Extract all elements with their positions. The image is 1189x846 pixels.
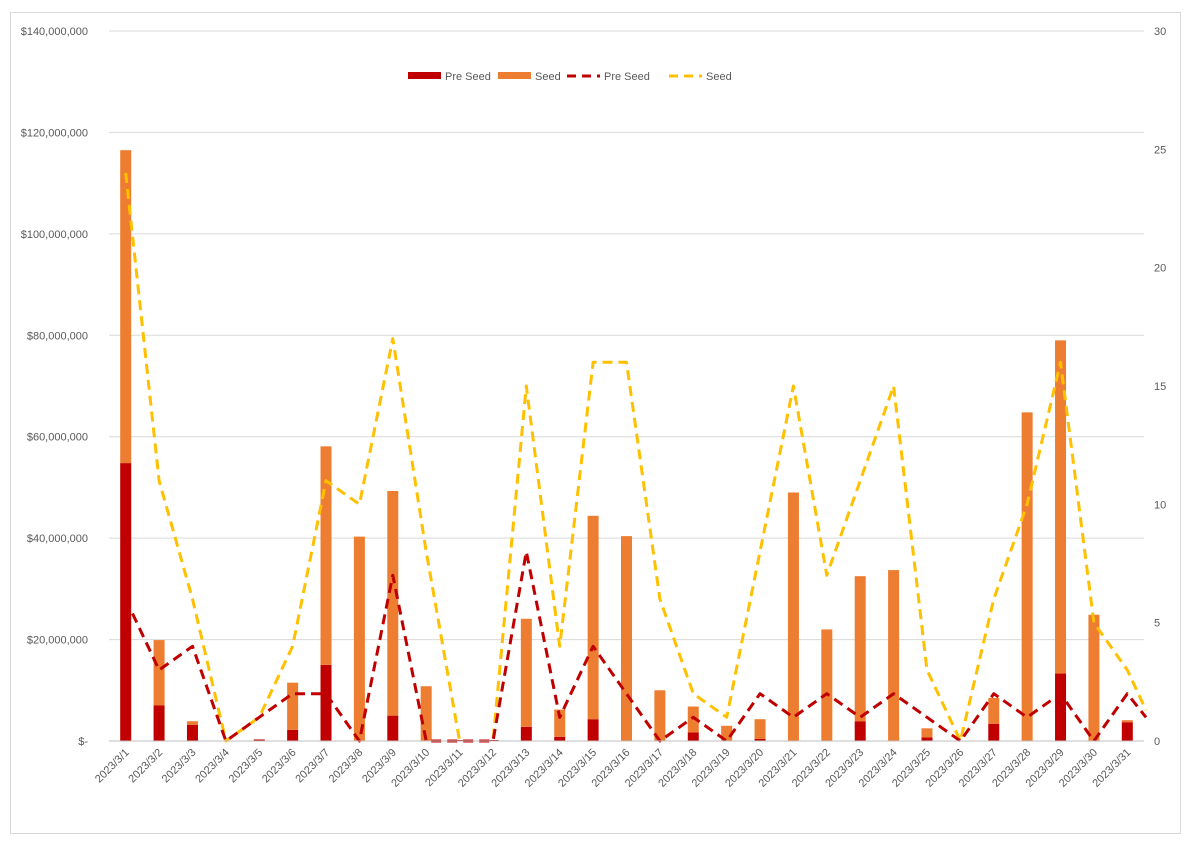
bar-pre-seed: [988, 723, 1000, 741]
legend-label: Pre Seed: [604, 71, 650, 83]
x-tick-label: 2023/3/5: [227, 747, 266, 786]
bar-pre-seed: [287, 729, 299, 741]
bar-pre-seed: [687, 732, 699, 741]
bar-seed: [520, 618, 532, 727]
right-tick-label: 0: [1154, 736, 1160, 748]
bar-seed: [353, 536, 365, 741]
line-pre-seed: [124, 550, 1148, 743]
bar-seed: [287, 682, 299, 730]
bar-pre-seed: [854, 721, 866, 741]
left-tick-label: $60,000,000: [27, 432, 88, 444]
bar-seed: [554, 709, 566, 737]
legend: Pre Seed Seed Pre Seed Seed: [408, 71, 732, 83]
x-tick-label: 2023/3/4: [193, 747, 232, 786]
right-tick-label: 15: [1154, 381, 1166, 393]
legend-label: Pre Seed: [445, 71, 491, 83]
bar-pre-seed: [554, 736, 566, 741]
line-seed: [124, 172, 1148, 743]
bar-pre-seed: [1055, 673, 1067, 741]
bar-seed: [1121, 720, 1133, 723]
bars: [120, 150, 1133, 741]
x-tick-label: 2023/3/8: [327, 747, 366, 786]
x-axis: 2023/3/12023/3/22023/3/32023/3/42023/3/5…: [93, 740, 1144, 790]
lines: [124, 172, 1148, 743]
left-tick-label: $120,000,000: [21, 127, 88, 139]
bar-seed: [687, 706, 699, 733]
bar-seed: [854, 576, 866, 722]
right-tick-label: 5: [1154, 618, 1160, 630]
left-tick-label: $100,000,000: [21, 229, 88, 241]
chart-frame: $- $20,000,000 $40,000,000 $60,000,000 $80,0…: [10, 12, 1181, 834]
left-tick-label: $40,000,000: [27, 533, 88, 545]
bar-pre-seed: [387, 715, 399, 741]
bar-seed: [387, 490, 399, 716]
combo-chart: $- $20,000,000 $40,000,000 $60,000,000 $80,0…: [21, 26, 1167, 790]
x-tick-label: 2023/3/7: [293, 747, 332, 786]
bar-seed: [1021, 412, 1033, 741]
legend-label: Seed: [706, 71, 732, 83]
bar-seed: [754, 719, 766, 739]
bar-seed: [621, 536, 632, 741]
bar-seed: [120, 150, 132, 464]
bar-pre-seed: [587, 719, 599, 741]
bar-seed: [988, 697, 1000, 724]
x-tick-label: 2023/3/2: [126, 747, 165, 786]
bar-seed: [888, 570, 900, 741]
left-tick-label: $80,000,000: [27, 330, 88, 342]
x-tick-label: 2023/3/6: [260, 747, 299, 786]
right-tick-label: 30: [1154, 26, 1166, 38]
left-tick-label: $-: [78, 736, 88, 748]
right-tick-label: 10: [1154, 499, 1166, 511]
right-axis: 0 5 10 15 20 25 30: [1154, 26, 1166, 748]
bar-seed: [420, 686, 432, 741]
bar-pre-seed: [253, 739, 265, 741]
bar-seed: [153, 640, 165, 706]
bar-seed: [1055, 340, 1067, 674]
bar-pre-seed: [153, 705, 165, 741]
bar-seed: [186, 721, 198, 725]
bar-pre-seed: [754, 738, 766, 741]
legend-label: Seed: [535, 71, 561, 83]
legend-swatch-bar: [408, 72, 441, 79]
bar-seed: [1088, 614, 1100, 741]
bar-pre-seed: [921, 737, 933, 741]
legend-swatch-bar: [498, 72, 531, 79]
bar-seed: [320, 446, 332, 665]
bar-seed: [587, 515, 599, 720]
bar-pre-seed: [320, 664, 332, 741]
bar-seed: [654, 690, 666, 741]
left-tick-label: $140,000,000: [21, 26, 88, 38]
x-tick-label: 2023/3/1: [93, 747, 132, 786]
left-tick-label: $20,000,000: [27, 635, 88, 647]
bar-seed: [821, 629, 833, 741]
bar-seed: [921, 728, 933, 738]
bar-pre-seed: [487, 739, 499, 741]
right-tick-label: 20: [1154, 263, 1166, 275]
bar-pre-seed: [454, 739, 466, 741]
bar-seed: [787, 492, 799, 741]
bar-pre-seed: [520, 726, 532, 741]
x-tick-label: 2023/3/3: [160, 747, 199, 786]
bar-pre-seed: [1121, 722, 1133, 741]
right-tick-label: 25: [1154, 144, 1166, 156]
bar-pre-seed: [186, 724, 198, 741]
bar-seed: [721, 725, 733, 741]
left-axis: $- $20,000,000 $40,000,000 $60,000,000 $80,0…: [21, 26, 89, 748]
